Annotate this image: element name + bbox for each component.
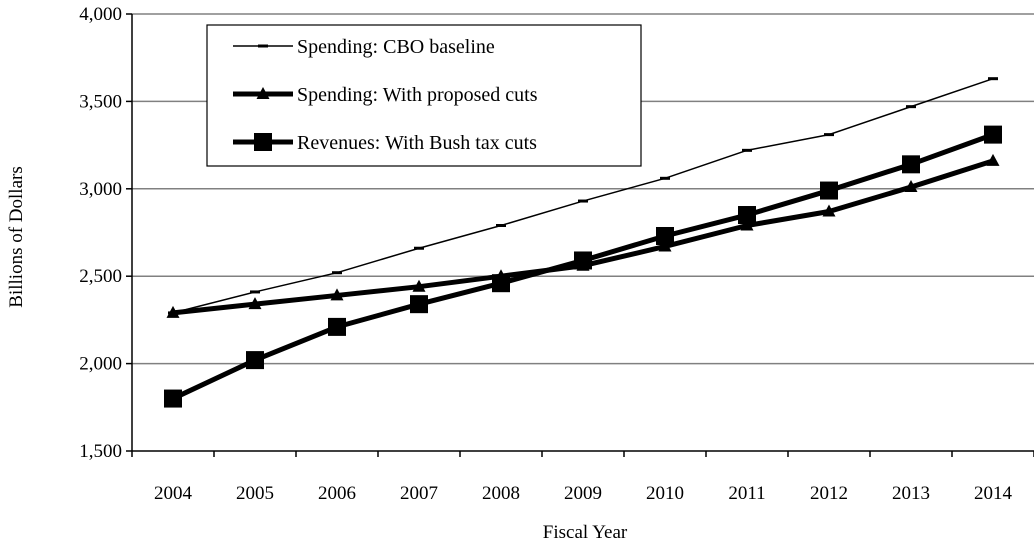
data-point xyxy=(412,279,426,292)
x-tick-label: 2009 xyxy=(564,483,602,504)
data-point xyxy=(904,180,918,193)
data-point xyxy=(984,125,1002,144)
legend-label: Spending: With proposed cuts xyxy=(297,84,538,106)
x-tick-label: 2005 xyxy=(236,483,274,504)
y-tick-label: 2,500 xyxy=(79,266,122,287)
legend-swatch-marker xyxy=(254,133,272,151)
y-tick-label: 3,500 xyxy=(79,91,122,112)
y-tick-label: 4,000 xyxy=(79,4,122,25)
legend-swatch-marker xyxy=(256,87,270,99)
x-tick-label: 2004 xyxy=(154,483,193,504)
x-tick-label: 2013 xyxy=(892,483,930,504)
x-tick-label: 2010 xyxy=(646,483,684,504)
data-point xyxy=(822,204,836,217)
data-point xyxy=(740,218,754,231)
series-square xyxy=(164,125,1002,408)
data-point xyxy=(246,351,264,370)
y-axis-label: Billions of Dollars xyxy=(6,166,27,307)
series-lines xyxy=(164,77,1002,408)
x-tick-label: 2014 xyxy=(974,483,1013,504)
data-point xyxy=(328,317,346,336)
y-tick-label: 3,000 xyxy=(79,179,122,200)
data-point xyxy=(492,274,510,293)
x-tick-label: 2007 xyxy=(400,483,438,504)
x-tick-label: 2006 xyxy=(318,483,356,504)
data-point xyxy=(658,239,672,252)
x-axis-label: Fiscal Year xyxy=(543,522,628,543)
data-point xyxy=(902,155,920,174)
data-point xyxy=(164,389,182,408)
data-point xyxy=(738,206,756,225)
x-tick-label: 2008 xyxy=(482,483,520,504)
data-point xyxy=(330,288,344,301)
x-tick-label: 2011 xyxy=(728,483,765,504)
data-point xyxy=(248,297,262,310)
data-point xyxy=(820,181,838,200)
series-dash xyxy=(168,77,998,315)
y-tick-label: 2,000 xyxy=(79,354,122,375)
data-point xyxy=(410,295,428,314)
legend-label: Revenues: With Bush tax cuts xyxy=(297,132,537,154)
x-tick-label: 2012 xyxy=(810,483,848,504)
data-point xyxy=(574,251,592,270)
data-point xyxy=(166,305,180,318)
legend: Spending: CBO baseline Spending: With pro… xyxy=(206,24,642,167)
data-point xyxy=(656,226,674,245)
data-point xyxy=(986,153,1000,166)
y-tick-label: 1,500 xyxy=(79,441,122,462)
legend-label: Spending: CBO baseline xyxy=(297,36,495,58)
axes: 1,500 2,000 2,500 3,000 3,500 4,000 2004 2005 20… xyxy=(79,4,1034,504)
series-line xyxy=(172,158,994,316)
